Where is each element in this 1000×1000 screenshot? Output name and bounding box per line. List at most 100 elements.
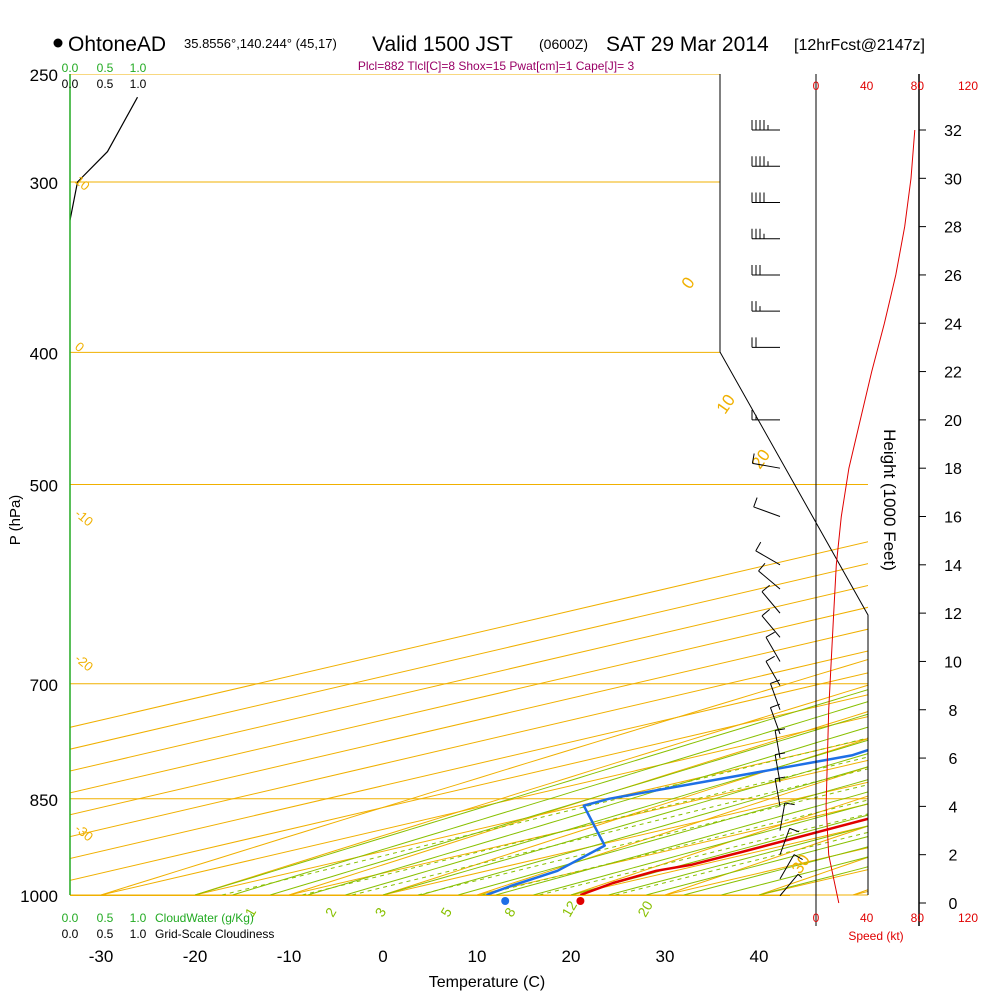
barb-half-flag [797, 873, 803, 878]
wind-barb [751, 156, 780, 167]
isotherm-line [70, 672, 868, 860]
speed-top-tick: 80 [911, 79, 925, 93]
wind-barb [755, 541, 781, 566]
wind-speed-line [825, 129, 916, 904]
mixing-ratio-label: 20 [634, 898, 656, 920]
mixing-ratio-label: 8 [501, 905, 519, 920]
wind-barb [751, 228, 780, 240]
pressure-tick-label: 700 [30, 676, 58, 695]
isotherm-line [947, 74, 1000, 895]
dry-adiabat-line [852, 889, 868, 896]
isotherm-line [70, 650, 868, 838]
wind-barb [761, 584, 781, 614]
forecast-info: [12hrFcst@2147z] [794, 37, 925, 54]
dry-adiabat-line [288, 711, 868, 896]
temperature-tick-label: 40 [750, 947, 769, 966]
pressure-tick-label: 500 [30, 477, 58, 496]
barb-flag [758, 562, 766, 572]
isotherm-line [70, 628, 868, 816]
mixing-ratio-line [417, 784, 868, 896]
dewpoint-line [485, 748, 868, 897]
x-axis-title: Temperature (C) [429, 974, 545, 991]
axes-frame [69, 74, 926, 926]
speed-top-tick: 0 [813, 79, 820, 93]
dry-adiabat-label: -30 [72, 821, 96, 845]
barb-flag [793, 854, 803, 861]
pressure-tick-label: 300 [30, 174, 58, 193]
barb-staff [779, 873, 799, 897]
wind-barb [753, 497, 781, 517]
temperature-tick-label: -30 [89, 947, 114, 966]
height-tick-label: 0 [949, 896, 958, 913]
barb-flag [775, 728, 786, 731]
height-tick-label: 30 [944, 171, 962, 188]
height-tick-label: 8 [949, 703, 958, 720]
moist-adiabat-line [232, 701, 868, 896]
wind-barb [761, 609, 781, 638]
grid-lines [70, 74, 1000, 896]
moist-adiabat-line [420, 766, 868, 896]
wind-barb [751, 337, 780, 348]
temperature-tick-label: 0 [378, 947, 387, 966]
wind-barb [765, 631, 781, 662]
mixing-ratio-line [221, 737, 868, 896]
cloudiness-bottom-tick: 0.0 [62, 927, 79, 941]
mixing-ratio-label: 3 [371, 905, 389, 920]
moist-adiabat-line [533, 803, 868, 896]
wind-barb [751, 453, 781, 469]
dry-adiabat-label: -10 [72, 506, 96, 530]
wind-barb [774, 776, 786, 807]
temperature-tick-label: 20 [562, 947, 581, 966]
barb-flag [761, 584, 770, 593]
valid-date: SAT 29 Mar 2014 [606, 33, 769, 56]
height-tick-label: 16 [944, 510, 962, 527]
cloudwater-top-tick: 0.0 [62, 61, 79, 75]
speed-top-tick: 120 [958, 79, 978, 93]
plot-boundary [719, 74, 869, 895]
isotherm-line [70, 694, 868, 881]
wind-barb [769, 679, 781, 710]
barb-staff [753, 506, 781, 517]
barb-flag [765, 655, 775, 662]
cloudiness-top-tick: 0.0 [62, 77, 79, 91]
barb-staff [779, 802, 786, 831]
dry-adiabat-line [476, 766, 868, 896]
isotherm-line [70, 606, 868, 794]
cloudiness-line [70, 96, 139, 221]
isotherm-label: 20 [748, 446, 774, 472]
barb-staff [769, 683, 781, 710]
isotherm-label: 30 [788, 851, 814, 877]
dry-adiabat-label: -20 [72, 651, 96, 675]
barb-flag [751, 453, 755, 464]
dry-adiabat-label: 10 [72, 173, 93, 194]
height-tick-label: 18 [944, 461, 962, 478]
cloudwater-bottom-tick: 0.5 [97, 911, 114, 925]
barb-flag [789, 827, 800, 833]
y-axis-title: P (hPa) [7, 495, 24, 546]
wind-barb [751, 120, 780, 131]
temperature-tick-label: -10 [277, 947, 302, 966]
barb-staff [774, 778, 781, 807]
wind-barb [779, 802, 795, 831]
barb-flag [770, 703, 780, 709]
barb-staff [752, 462, 781, 469]
speed-top-tick: 40 [860, 79, 874, 93]
wind-barb [779, 827, 800, 855]
mixing-ratio-line [615, 831, 868, 896]
barb-flag [761, 609, 770, 617]
surface-dewpoint-marker [501, 897, 510, 905]
wind-barb [751, 264, 780, 276]
speed-bottom-tick: 40 [860, 911, 874, 925]
height-tick-label: 26 [944, 268, 962, 285]
cloudwater-bottom-tick: 1.0 [130, 911, 147, 925]
mixing-ratio-label: 2 [322, 905, 340, 920]
station-dot-icon [53, 38, 63, 48]
mixing-ratio-label: 5 [437, 905, 455, 920]
wind-barb [779, 873, 803, 897]
height-tick-label: 24 [944, 316, 962, 333]
barb-flag [753, 497, 758, 508]
barb-staff [761, 615, 781, 638]
cloudwater-bottom-tick: 0.0 [62, 911, 79, 925]
wind-barb [765, 655, 781, 686]
